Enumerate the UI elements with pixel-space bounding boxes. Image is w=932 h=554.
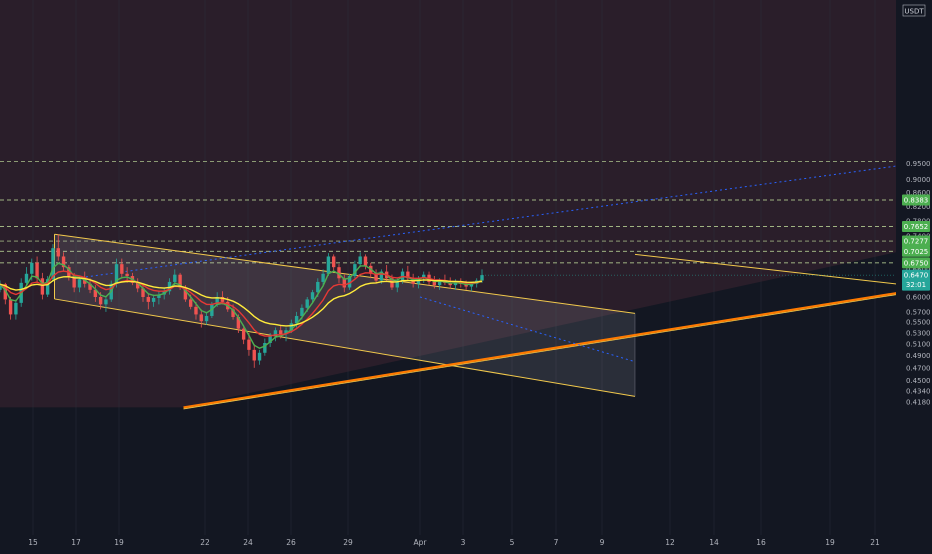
time-axis[interactable]: 15 17 19 22 24 26 29 Apr 3 5 7 9 12 14 16 19 21	[0, 535, 896, 550]
time-tick-label: 15	[28, 538, 38, 547]
price-tick-label: 0.9500	[906, 160, 931, 168]
time-tick-label: 9	[600, 538, 605, 547]
candle-body	[433, 282, 436, 285]
candle-body	[99, 297, 102, 304]
candle-body	[358, 256, 361, 264]
candle-body	[104, 299, 107, 304]
price-level-badge-text: 0.8383	[904, 197, 929, 205]
candle-body	[35, 263, 38, 278]
candle-body	[25, 274, 28, 283]
price-level-badge-text: 0.7277	[904, 238, 929, 246]
time-tick-label: 22	[200, 538, 210, 547]
candle-body	[316, 282, 319, 292]
candle-body	[57, 248, 60, 256]
time-tick-label: 5	[510, 538, 515, 547]
current-price-text: 0.6470	[904, 272, 929, 280]
price-tick-label: 0.5500	[906, 319, 931, 327]
candle-body	[200, 314, 203, 321]
candle-body	[125, 274, 128, 276]
time-tick-label: 3	[461, 538, 466, 547]
time-tick-label: 12	[665, 538, 675, 547]
candle-body	[311, 292, 314, 299]
candle-body	[364, 256, 367, 265]
candle-body	[205, 316, 208, 321]
candle-body	[14, 303, 17, 315]
candle-body	[194, 307, 197, 315]
candle-body	[189, 299, 192, 306]
time-tick-label: 17	[71, 538, 81, 547]
time-tick-label: 7	[554, 538, 559, 547]
price-level-badge-text: 0.6750	[904, 259, 929, 267]
currency-label-text: USDT	[904, 8, 924, 16]
candle-body	[173, 275, 176, 282]
price-tick-label: 0.5300	[906, 329, 931, 337]
candle-body	[327, 256, 330, 273]
price-tick-label: 0.5700	[906, 308, 931, 316]
price-tick-label: 0.4900	[906, 352, 931, 360]
time-tick-label: 24	[243, 538, 253, 547]
price-tick-label: 0.4340	[906, 387, 931, 395]
candle-body	[9, 299, 12, 314]
candle-body	[306, 299, 309, 307]
candle-body	[152, 298, 155, 302]
candle-body	[30, 263, 33, 274]
candle-body	[332, 256, 335, 267]
time-tick-label: 14	[709, 538, 719, 547]
candle-body	[41, 278, 44, 294]
currency-label[interactable]: USDT	[903, 5, 925, 16]
price-level-badge-text: 0.7025	[904, 248, 929, 256]
candle-body	[78, 279, 81, 287]
price-tick-label: 0.4500	[906, 377, 931, 385]
candle-body	[247, 340, 250, 350]
price-tick-label: 0.6000	[906, 294, 931, 302]
price-tick-label: 0.9000	[906, 176, 931, 184]
candle-body	[147, 297, 150, 302]
candle-body	[253, 350, 256, 361]
candle-body	[242, 329, 245, 340]
candle-body	[321, 274, 324, 282]
time-tick-label: 16	[756, 538, 766, 547]
time-tick-label: Apr	[414, 538, 428, 547]
candle-body	[258, 353, 261, 361]
time-tick-label: 19	[114, 538, 124, 547]
candle-body	[279, 330, 282, 334]
time-tick-label: 19	[825, 538, 835, 547]
candle-body	[120, 264, 123, 274]
time-tick-label: 26	[286, 538, 296, 547]
time-tick-label: 21	[870, 538, 880, 547]
bar-countdown-text: 32:01	[906, 281, 926, 289]
price-tick-label: 0.4180	[906, 398, 931, 406]
price-tick-label: 0.5100	[906, 341, 931, 349]
price-level-badge-text: 0.7652	[904, 223, 929, 231]
price-tick-label: 0.4700	[906, 364, 931, 372]
time-tick-label: 29	[343, 538, 353, 547]
